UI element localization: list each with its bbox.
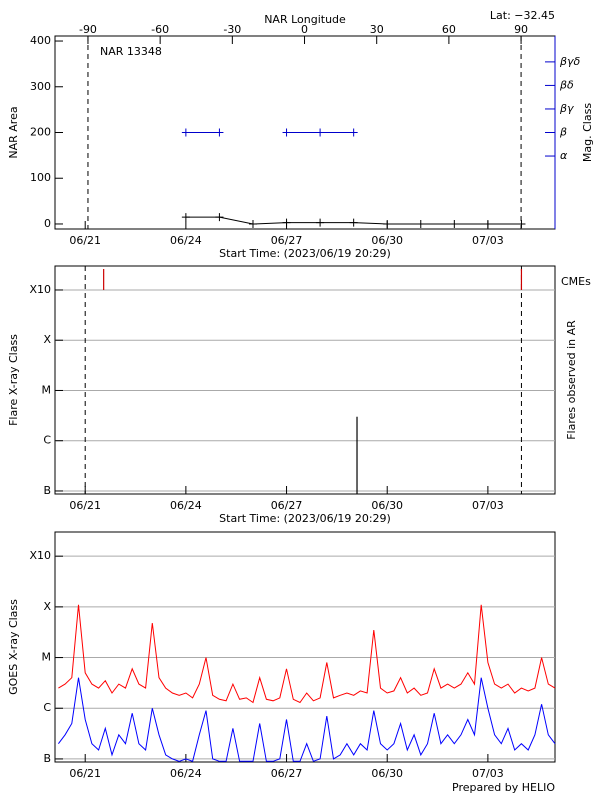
x2-tick-label: -60 <box>151 23 169 36</box>
plot-frame <box>54 531 556 763</box>
y2-tick-label: α <box>560 149 568 162</box>
y-tick-label: C <box>43 701 51 714</box>
plot-frame <box>54 265 556 495</box>
y2-tick-label: β <box>559 126 567 139</box>
y-tick-label: X10 <box>29 283 51 296</box>
y-tick-label: M <box>42 383 52 396</box>
y-axis-title: NAR Area <box>7 106 20 158</box>
y-tick-label: B <box>43 752 51 765</box>
x-tick-label: 06/21 <box>69 767 101 780</box>
data-point <box>316 128 325 137</box>
y-tick-label: B <box>43 484 51 497</box>
x2-tick-label: 30 <box>370 23 384 36</box>
latitude: Lat: −32.45 <box>490 9 555 22</box>
y-tick-label: X <box>43 600 51 613</box>
x-tick-label: 06/30 <box>371 499 403 512</box>
x2-tick-label: 90 <box>514 23 528 36</box>
data-point <box>215 213 224 222</box>
data-point <box>215 128 224 137</box>
y-tick-label: 400 <box>30 34 51 47</box>
y-tick-label: M <box>42 651 52 664</box>
y-tick-label: C <box>43 434 51 447</box>
data-point <box>316 218 325 227</box>
data-point <box>349 128 358 137</box>
y-tick-label: 100 <box>30 171 51 184</box>
x-tick-label: 06/30 <box>371 234 403 247</box>
series-line <box>58 677 556 762</box>
data-point <box>349 218 358 227</box>
data-point <box>282 128 291 137</box>
legend-label: CMEs <box>561 275 591 288</box>
x2-axis-title: NAR Longitude <box>264 13 346 26</box>
data-point <box>483 219 492 228</box>
y-tick-label: X10 <box>29 549 51 562</box>
y-axis-title: GOES X-ray Class <box>7 599 20 695</box>
y2-axis-title: Mag. Class <box>581 103 594 162</box>
data-point <box>282 218 291 227</box>
x-axis-title: Start Time: (2023/06/19 20:29) <box>219 247 391 260</box>
data-point <box>416 219 425 228</box>
series-line <box>58 604 556 704</box>
x-tick-label: 06/27 <box>271 234 303 247</box>
x-tick-label: 07/03 <box>472 234 504 247</box>
y-axis-title: Flare X-ray Class <box>7 334 20 426</box>
y2-tick-label: βγδ <box>559 55 581 68</box>
data-point <box>181 213 190 222</box>
footer: Prepared by HELIO <box>452 781 555 794</box>
x-tick-label: 06/24 <box>170 499 202 512</box>
x-tick-label: 06/21 <box>69 234 101 247</box>
y2-tick-label: βδ <box>559 78 574 91</box>
data-point <box>450 219 459 228</box>
y2-axis-title: Flares observed in AR <box>565 320 578 440</box>
x-tick-label: 06/24 <box>170 234 202 247</box>
y-tick-label: 0 <box>44 217 51 230</box>
x-tick-label: 06/27 <box>271 767 303 780</box>
region-title: NAR 13348 <box>100 45 162 58</box>
y-tick-label: 200 <box>30 126 51 139</box>
data-point <box>181 128 190 137</box>
x2-tick-label: 0 <box>301 23 308 36</box>
x-axis-title: Start Time: (2023/06/19 20:29) <box>219 512 391 525</box>
x-tick-label: 06/21 <box>69 499 101 512</box>
x-tick-label: 06/24 <box>170 767 202 780</box>
x-tick-label: 07/03 <box>472 499 504 512</box>
data-point <box>248 219 257 228</box>
data-point <box>517 219 526 228</box>
x2-tick-label: -90 <box>79 23 97 36</box>
y2-tick-label: βγ <box>559 102 574 115</box>
data-point <box>383 219 392 228</box>
x-tick-label: 06/27 <box>271 499 303 512</box>
y-tick-label: X <box>43 333 51 346</box>
y-tick-label: 300 <box>30 80 51 93</box>
x-tick-label: 07/03 <box>472 767 504 780</box>
x2-tick-label: 60 <box>442 23 456 36</box>
x-tick-label: 06/30 <box>371 767 403 780</box>
x2-tick-label: -30 <box>223 23 241 36</box>
